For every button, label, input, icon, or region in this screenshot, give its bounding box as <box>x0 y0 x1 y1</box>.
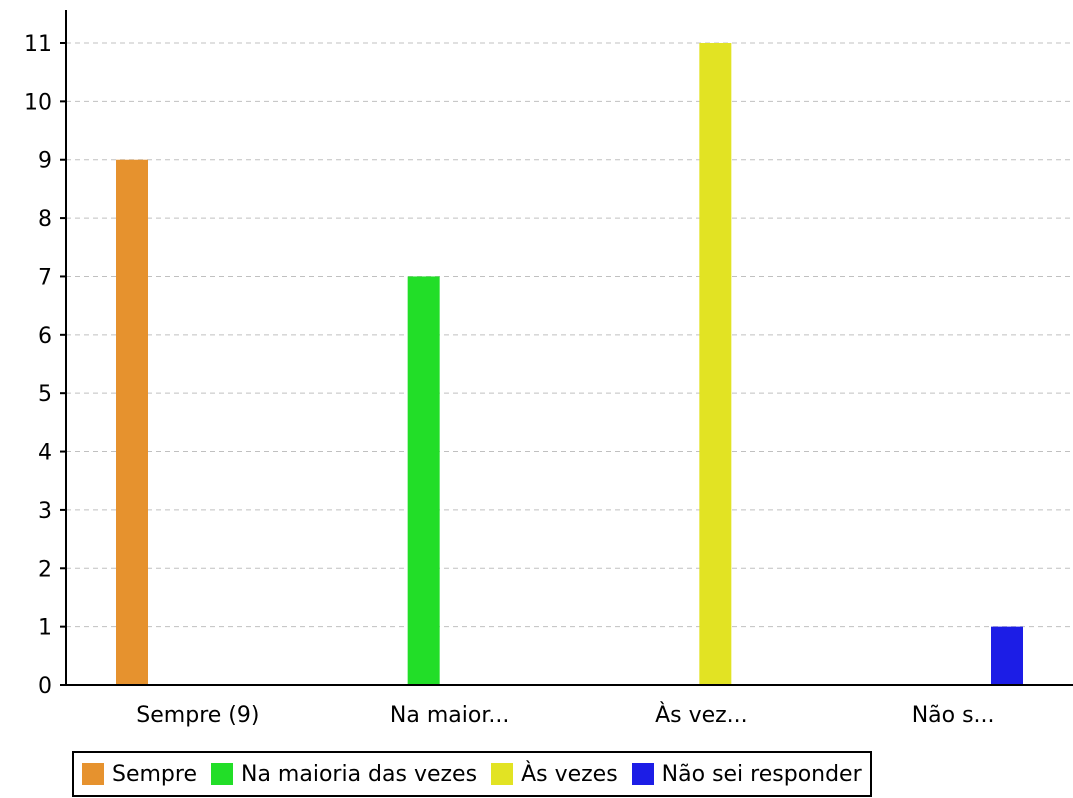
bar-chart: 0 1 2 3 4 5 6 7 8 9 10 11 Sempre (9) Na maior... Às v… <box>0 0 1073 750</box>
y-tick-label: 3 <box>38 499 52 524</box>
y-tick-label: 0 <box>38 674 52 699</box>
bars <box>116 43 1023 685</box>
legend-label: Às vezes <box>521 762 618 787</box>
bar <box>699 43 731 685</box>
y-axis-ticks: 0 1 2 3 4 5 6 7 8 9 10 11 <box>24 32 66 699</box>
legend-item-na-maioria: Na maioria das vezes <box>211 762 477 787</box>
y-tick-label: 7 <box>38 265 52 290</box>
bar <box>991 627 1023 685</box>
x-tick-label: Às vez... <box>655 702 748 728</box>
y-tick-label: 2 <box>38 557 52 582</box>
y-tick-label: 5 <box>38 382 52 407</box>
x-axis-ticks: Sempre (9) Na maior... Às vez... Não s... <box>136 702 994 728</box>
y-tick-label: 9 <box>38 149 52 174</box>
legend: Sempre Na maioria das vezes Às vezes Não… <box>72 751 872 797</box>
legend-swatch <box>632 763 654 785</box>
y-tick-label: 8 <box>38 207 52 232</box>
x-tick-label: Sempre (9) <box>136 703 259 728</box>
legend-label: Sempre <box>112 762 197 787</box>
y-tick-label: 11 <box>24 32 52 57</box>
y-tick-label: 10 <box>24 90 52 115</box>
y-tick-label: 1 <box>38 616 52 641</box>
y-tick-label: 6 <box>38 324 52 349</box>
legend-item-sempre: Sempre <box>82 762 197 787</box>
x-tick-label: Na maior... <box>390 703 509 728</box>
legend-swatch <box>211 763 233 785</box>
legend-swatch <box>491 763 513 785</box>
legend-item-nao-sei: Não sei responder <box>632 762 862 787</box>
bar <box>408 276 440 685</box>
legend-item-as-vezes: Às vezes <box>491 762 618 787</box>
grid-lines <box>66 43 1073 627</box>
legend-swatch <box>82 763 104 785</box>
legend-label: Na maioria das vezes <box>241 762 477 787</box>
bar <box>116 160 148 685</box>
y-tick-label: 4 <box>38 441 52 466</box>
x-tick-label: Não s... <box>912 703 995 728</box>
legend-label: Não sei responder <box>662 762 862 787</box>
